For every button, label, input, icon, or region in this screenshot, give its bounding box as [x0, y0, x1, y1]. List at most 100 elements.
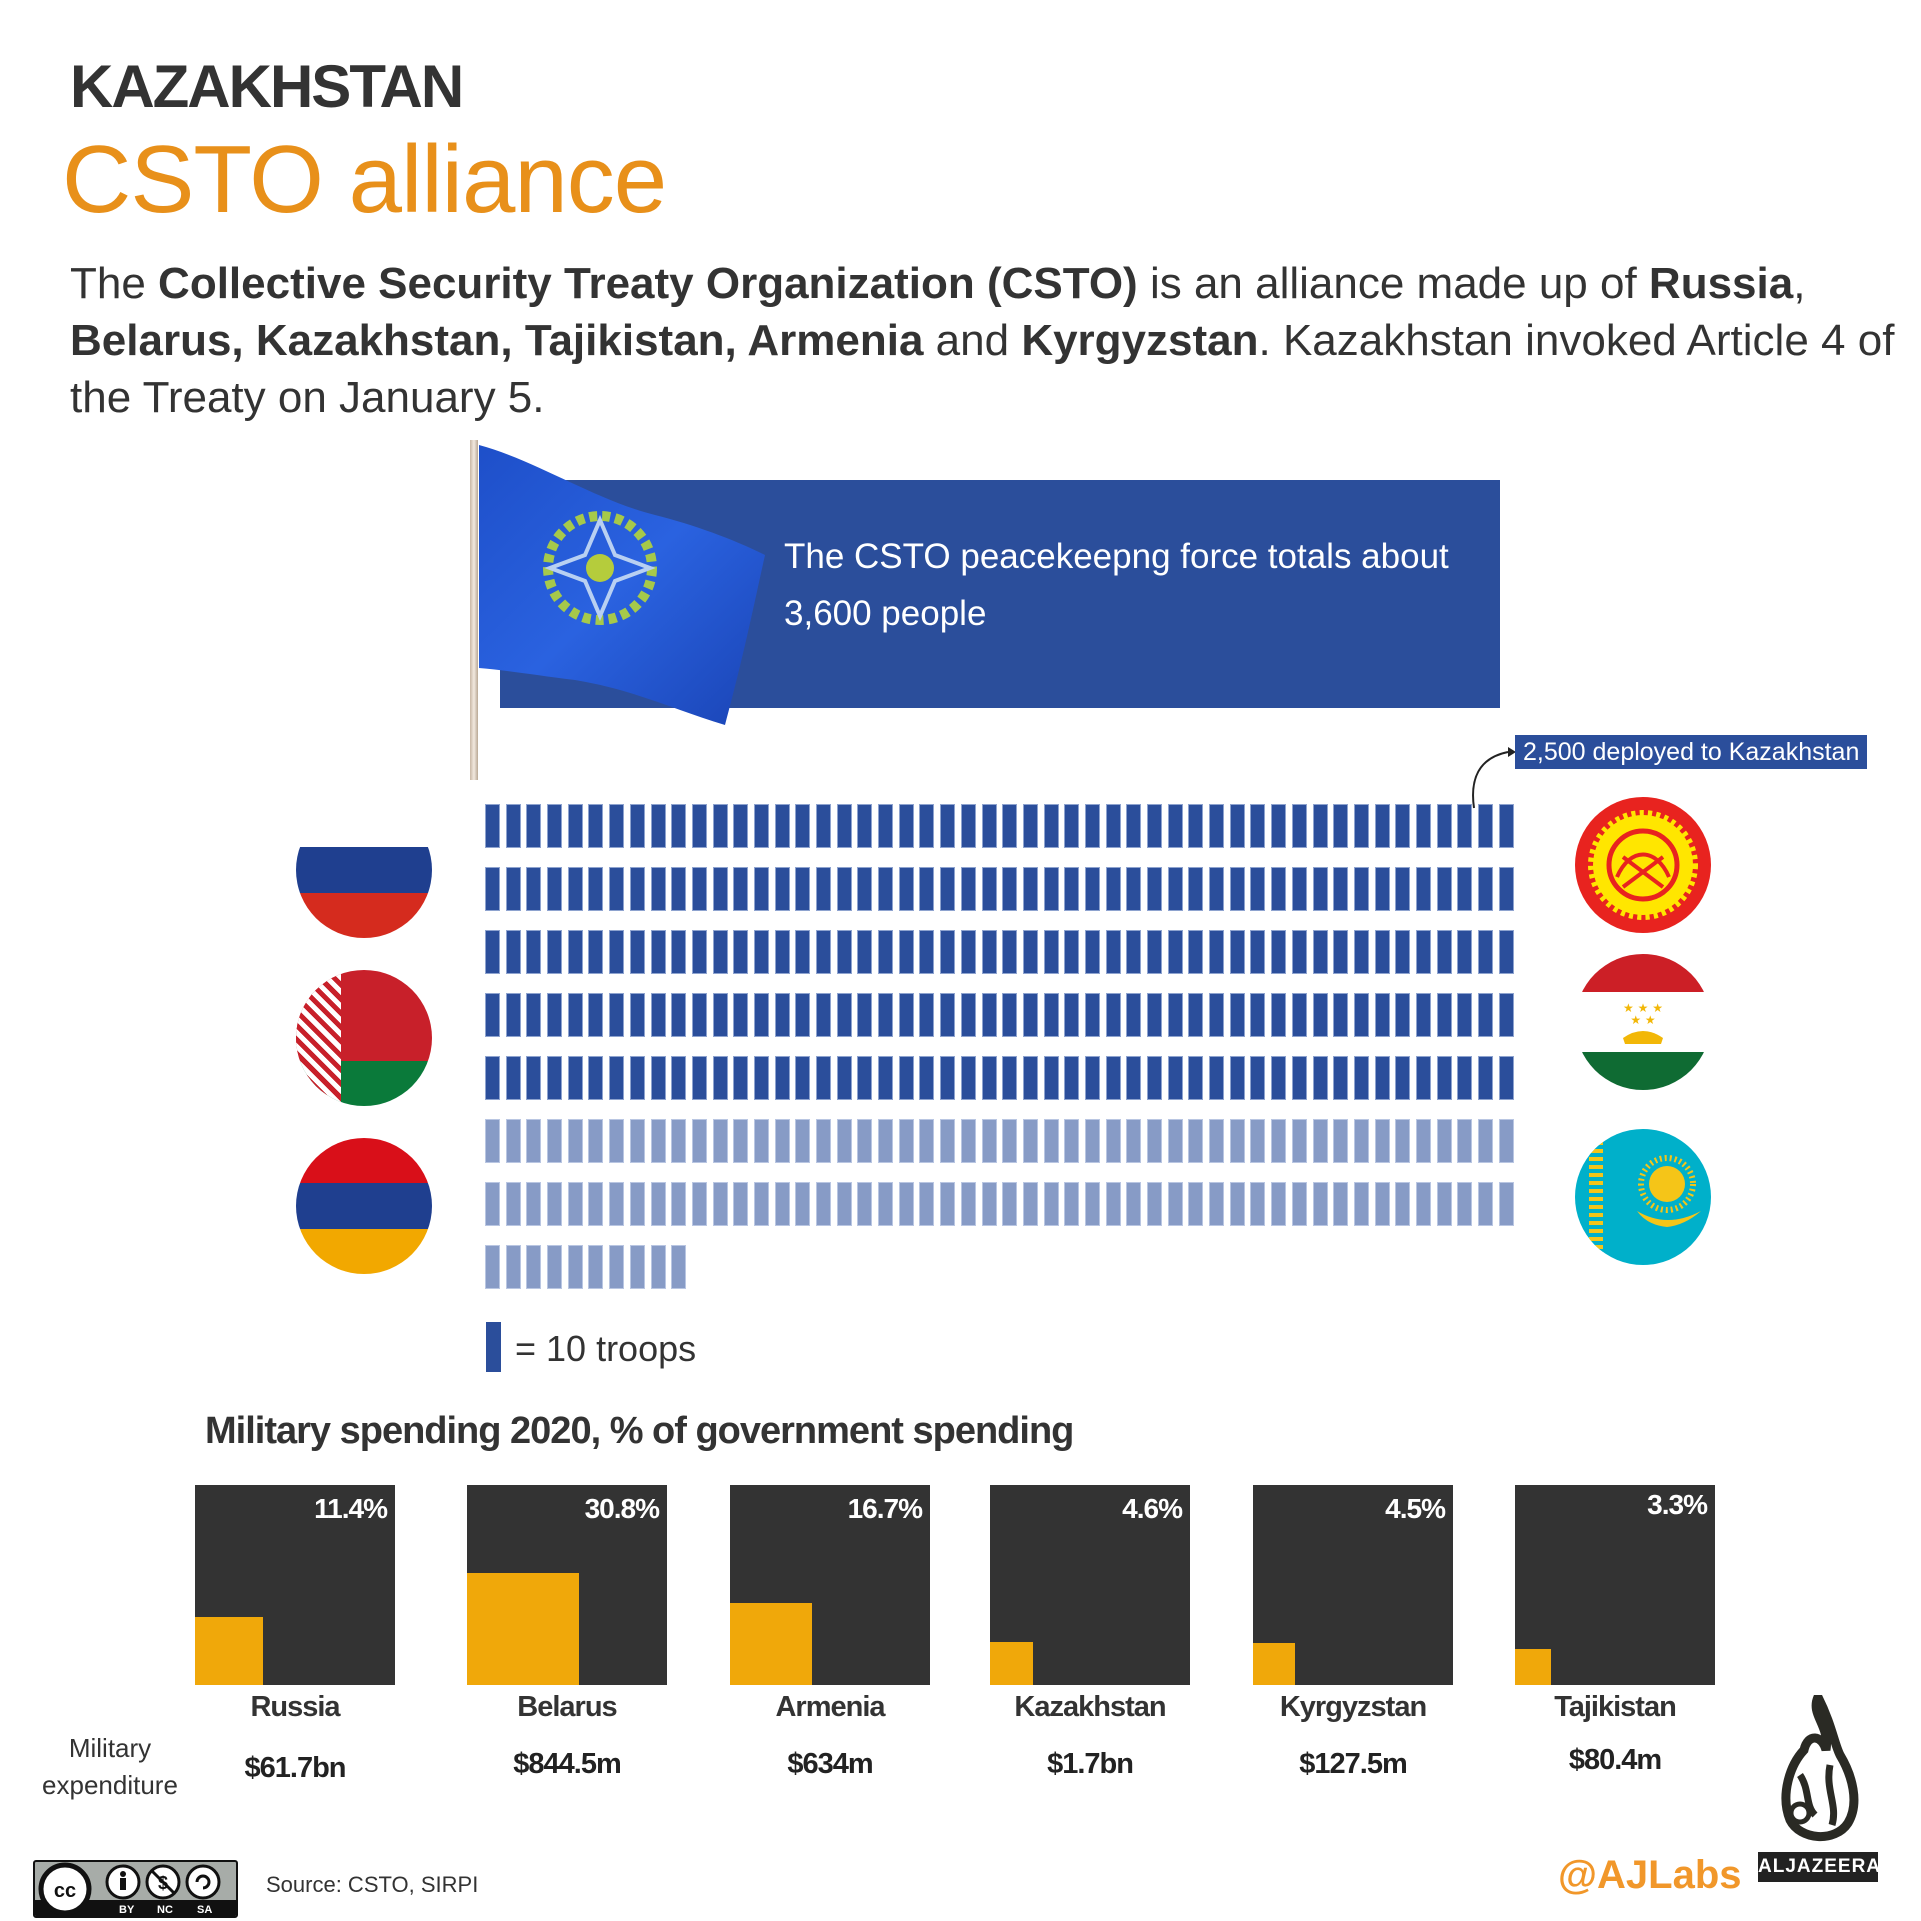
troop-unit	[1167, 804, 1183, 848]
troop-unit	[1229, 1119, 1245, 1163]
troop-unit	[1353, 867, 1369, 911]
troop-unit	[1167, 930, 1183, 974]
troop-unit	[609, 930, 625, 974]
troop-unit	[505, 867, 521, 911]
waffle-row	[485, 1056, 1514, 1100]
troop-unit	[1002, 993, 1018, 1037]
troop-unit	[1022, 1056, 1038, 1100]
troop-unit	[774, 930, 790, 974]
troop-unit	[712, 1119, 728, 1163]
troop-unit	[1312, 1056, 1328, 1100]
spend-value: $80.4m	[1568, 1744, 1662, 1776]
troop-unit	[1457, 930, 1473, 974]
intro-text: The	[70, 259, 159, 308]
svg-text:★ ★: ★ ★	[1630, 1013, 1655, 1027]
troop-unit	[1084, 804, 1100, 848]
troop-unit	[485, 1119, 500, 1163]
troop-unit	[960, 930, 976, 974]
troop-unit	[1436, 1119, 1452, 1163]
troop-unit	[609, 1182, 625, 1226]
troop-unit	[712, 1182, 728, 1226]
troop-unit	[981, 1182, 997, 1226]
intro-bold-members: Belarus, Kazakhstan, Tajikistan, Armenia	[70, 316, 924, 365]
troop-unit	[1188, 867, 1204, 911]
troop-unit	[940, 930, 956, 974]
troop-unit	[981, 804, 997, 848]
troop-unit	[1478, 993, 1493, 1037]
troop-unit	[671, 1119, 687, 1163]
troop-unit	[753, 993, 769, 1037]
spend-card-tajikistan: 3.3% Tajikistan $80.4m	[1515, 1485, 1715, 1777]
troop-unit	[1209, 1119, 1225, 1163]
troop-unit	[1415, 1182, 1431, 1226]
troop-unit	[1415, 867, 1431, 911]
troop-unit	[691, 1119, 707, 1163]
troop-unit	[981, 1056, 997, 1100]
troop-unit	[1229, 1056, 1245, 1100]
troop-unit	[960, 867, 976, 911]
troop-unit	[753, 1119, 769, 1163]
troop-unit	[898, 1182, 914, 1226]
spend-country-name: Belarus	[517, 1691, 617, 1723]
troop-unit	[588, 867, 604, 911]
troop-unit	[1333, 804, 1349, 848]
intro-text: ,	[1793, 259, 1806, 308]
troop-unit	[1188, 1182, 1204, 1226]
troop-unit	[981, 1119, 997, 1163]
waffle-row	[485, 867, 1514, 911]
troop-unit	[1229, 1182, 1245, 1226]
troop-unit	[940, 1182, 956, 1226]
troop-unit	[712, 867, 728, 911]
troop-unit	[1147, 804, 1162, 848]
troop-unit	[1478, 867, 1493, 911]
troop-unit	[795, 1056, 811, 1100]
troop-unit	[878, 867, 894, 911]
troop-unit	[629, 804, 645, 848]
troop-unit	[1084, 993, 1100, 1037]
troop-unit	[588, 1245, 604, 1289]
troop-unit	[505, 930, 521, 974]
troop-unit	[1415, 1056, 1431, 1100]
spend-value: $127.5m	[1299, 1748, 1408, 1780]
kyrgyzstan-flag-icon	[1575, 797, 1711, 933]
troop-unit	[1022, 993, 1038, 1037]
troop-unit	[1105, 804, 1121, 848]
troop-unit	[547, 867, 563, 911]
ajlabs-handle[interactable]: @AJLabs	[1558, 1853, 1742, 1897]
troop-unit	[816, 1056, 831, 1100]
troop-unit	[1353, 993, 1369, 1037]
troop-waffle-grid	[485, 804, 1526, 1289]
page-title: CSTO alliance	[62, 126, 667, 233]
troop-unit	[1147, 993, 1162, 1037]
troop-unit	[1147, 930, 1162, 974]
troop-unit	[774, 867, 790, 911]
troop-unit	[1353, 804, 1369, 848]
troop-unit	[505, 1119, 521, 1163]
troop-unit	[671, 867, 687, 911]
troop-unit	[795, 867, 811, 911]
troop-unit	[691, 993, 707, 1037]
troop-unit	[1209, 993, 1225, 1037]
troop-unit	[691, 1182, 707, 1226]
cc-license-badge[interactable]: cc $ BY NC SA	[33, 1860, 238, 1918]
troop-unit	[1415, 930, 1431, 974]
troop-unit	[588, 930, 604, 974]
troop-unit	[1084, 930, 1100, 974]
kazakhstan-flag-icon	[1575, 1129, 1711, 1265]
troop-unit	[1002, 1119, 1018, 1163]
troop-unit	[1312, 804, 1328, 848]
troop-unit	[547, 804, 563, 848]
troop-unit	[1498, 1182, 1514, 1226]
troop-unit	[960, 804, 976, 848]
troop-unit	[1250, 867, 1266, 911]
troop-unit	[1374, 1119, 1390, 1163]
troop-unit	[1043, 867, 1059, 911]
troop-unit	[940, 1056, 956, 1100]
troop-unit	[1229, 867, 1245, 911]
spend-card-armenia: 16.7% Armenia $634m	[730, 1485, 930, 1781]
troop-unit	[1064, 867, 1080, 911]
spend-box: 4.6%	[990, 1485, 1190, 1685]
troop-unit	[609, 993, 625, 1037]
troop-unit	[526, 1245, 542, 1289]
troop-unit	[609, 867, 625, 911]
